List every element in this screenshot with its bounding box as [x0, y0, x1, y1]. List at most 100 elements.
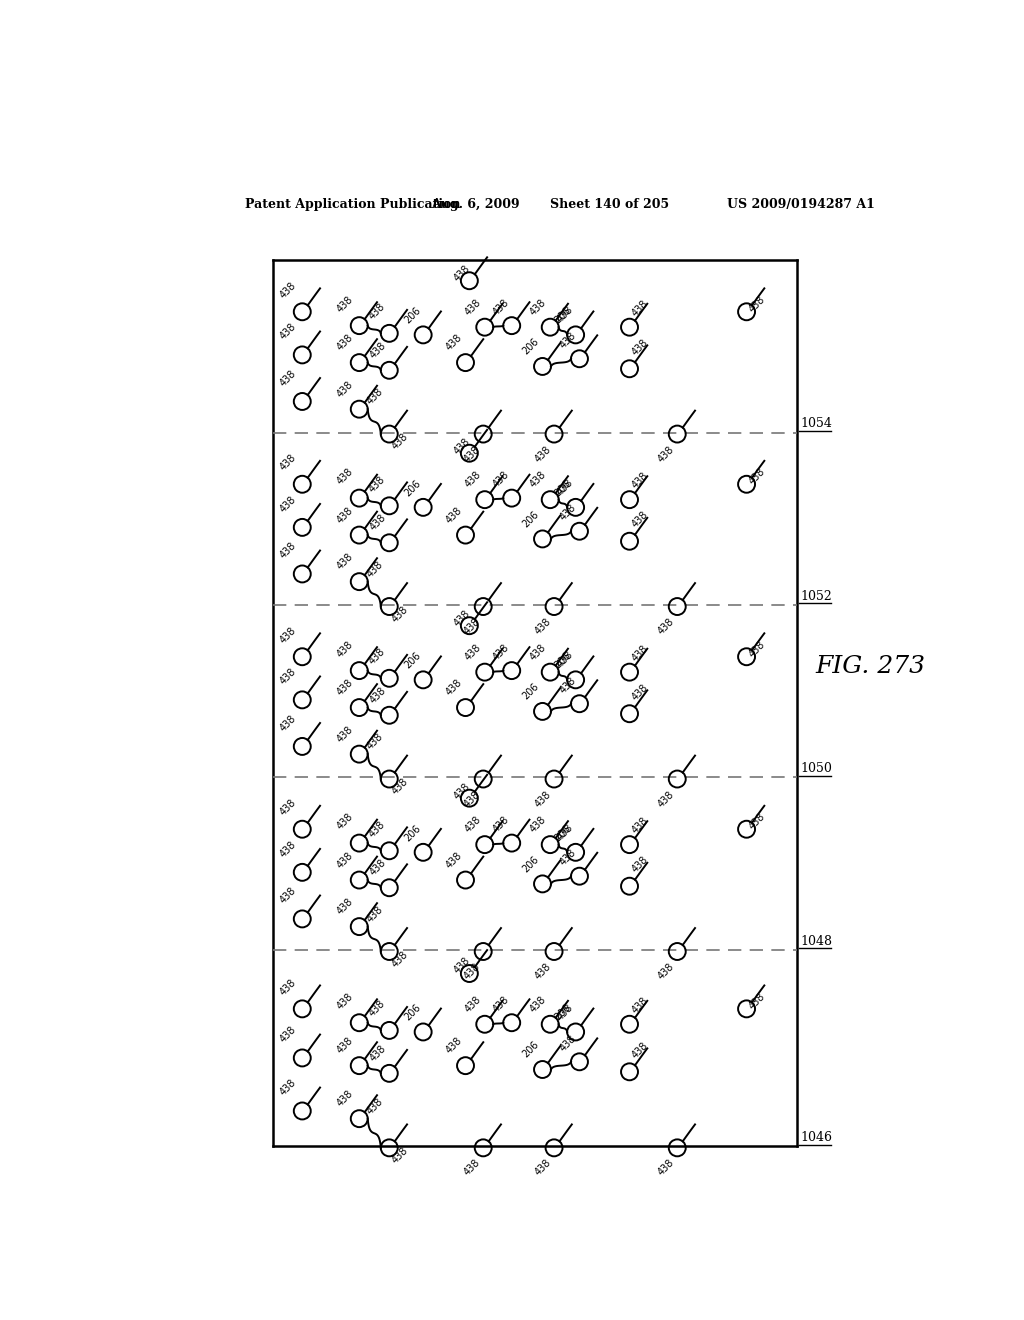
Text: 438: 438 — [630, 1040, 650, 1060]
Text: 438: 438 — [279, 713, 298, 734]
Text: 438: 438 — [748, 639, 767, 659]
Text: 438: 438 — [335, 552, 355, 572]
Text: 1050: 1050 — [801, 762, 833, 775]
Text: 438: 438 — [630, 298, 650, 318]
Text: 438: 438 — [630, 816, 650, 836]
Text: 1052: 1052 — [801, 590, 833, 603]
Text: 438: 438 — [279, 1078, 298, 1098]
Text: 438: 438 — [279, 977, 298, 998]
Text: 438: 438 — [558, 503, 578, 523]
Text: 438: 438 — [490, 814, 511, 834]
Text: 438: 438 — [444, 1036, 464, 1056]
Text: 206: 206 — [403, 822, 423, 843]
Text: 438: 438 — [279, 840, 298, 859]
Text: 438: 438 — [463, 642, 482, 663]
Text: 438: 438 — [335, 725, 355, 744]
Text: 438: 438 — [463, 470, 482, 490]
Text: 438: 438 — [279, 368, 298, 388]
Text: 438: 438 — [655, 1158, 676, 1177]
Text: 438: 438 — [444, 850, 464, 870]
Text: 438: 438 — [558, 1034, 578, 1053]
Text: 438: 438 — [527, 814, 548, 834]
Text: 438: 438 — [555, 478, 574, 498]
Text: 206: 206 — [403, 305, 423, 326]
Text: 206: 206 — [553, 1003, 572, 1023]
Text: 438: 438 — [390, 1146, 410, 1166]
Text: 438: 438 — [452, 781, 472, 801]
Text: 438: 438 — [630, 470, 650, 491]
Text: 438: 438 — [490, 470, 511, 490]
Text: 438: 438 — [335, 379, 355, 399]
Text: 438: 438 — [555, 1002, 574, 1022]
Text: 438: 438 — [532, 961, 553, 982]
Text: 438: 438 — [630, 643, 650, 663]
Text: 1048: 1048 — [801, 935, 833, 948]
Text: 438: 438 — [279, 453, 298, 473]
Text: 438: 438 — [335, 896, 355, 916]
Text: 438: 438 — [630, 682, 650, 702]
Text: 438: 438 — [527, 642, 548, 663]
Text: 1046: 1046 — [801, 1131, 833, 1144]
Text: 438: 438 — [368, 858, 388, 878]
Text: 438: 438 — [368, 685, 388, 705]
Text: 438: 438 — [748, 294, 767, 314]
Text: 438: 438 — [555, 649, 574, 669]
Text: Patent Application Publication: Patent Application Publication — [245, 198, 460, 211]
Text: 438: 438 — [462, 961, 481, 982]
Text: 438: 438 — [335, 850, 355, 870]
Text: 438: 438 — [279, 541, 298, 561]
Text: 206: 206 — [553, 305, 572, 326]
Text: 438: 438 — [366, 560, 385, 579]
Text: 438: 438 — [366, 1097, 385, 1117]
Text: 438: 438 — [366, 904, 385, 924]
Text: 438: 438 — [655, 961, 676, 982]
Text: Aug. 6, 2009: Aug. 6, 2009 — [431, 198, 519, 211]
Text: Sheet 140 of 205: Sheet 140 of 205 — [550, 198, 670, 211]
Text: 438: 438 — [367, 999, 387, 1019]
Text: 206: 206 — [521, 337, 541, 356]
Text: 438: 438 — [335, 991, 355, 1011]
Text: 438: 438 — [452, 264, 472, 284]
Text: 438: 438 — [366, 387, 385, 407]
Text: 438: 438 — [490, 994, 511, 1014]
Text: 438: 438 — [390, 949, 410, 969]
Text: 438: 438 — [390, 776, 410, 797]
Text: 206: 206 — [403, 478, 423, 498]
Text: 438: 438 — [558, 847, 578, 867]
Text: 438: 438 — [555, 305, 574, 325]
Text: 438: 438 — [555, 822, 574, 842]
Text: 206: 206 — [403, 1003, 423, 1023]
Text: 438: 438 — [630, 337, 650, 358]
Text: 438: 438 — [368, 1043, 388, 1064]
Text: 206: 206 — [521, 508, 541, 529]
Text: 438: 438 — [532, 1158, 553, 1177]
Text: 438: 438 — [558, 330, 578, 350]
Text: 438: 438 — [279, 667, 298, 686]
Text: 438: 438 — [335, 333, 355, 352]
Text: 438: 438 — [463, 994, 482, 1014]
Text: 438: 438 — [452, 609, 472, 628]
Text: 206: 206 — [521, 1039, 541, 1060]
Text: 438: 438 — [444, 677, 464, 697]
Text: 438: 438 — [390, 432, 410, 451]
Text: 438: 438 — [463, 297, 482, 317]
Text: 438: 438 — [527, 994, 548, 1014]
Text: 438: 438 — [655, 789, 676, 809]
Text: 438: 438 — [335, 294, 355, 314]
Text: 438: 438 — [558, 676, 578, 696]
Text: 438: 438 — [368, 512, 388, 533]
Text: 206: 206 — [553, 478, 572, 498]
Text: 438: 438 — [630, 510, 650, 529]
Text: 438: 438 — [368, 341, 388, 360]
Text: 438: 438 — [367, 820, 387, 840]
Text: 438: 438 — [279, 494, 298, 515]
Text: 438: 438 — [532, 616, 553, 636]
Text: 438: 438 — [279, 280, 298, 300]
Text: 438: 438 — [335, 812, 355, 832]
Text: 438: 438 — [655, 444, 676, 465]
Text: 438: 438 — [279, 1024, 298, 1045]
Text: 438: 438 — [532, 444, 553, 465]
Text: 438: 438 — [335, 1089, 355, 1109]
Text: 438: 438 — [462, 789, 481, 809]
Text: 438: 438 — [630, 995, 650, 1015]
